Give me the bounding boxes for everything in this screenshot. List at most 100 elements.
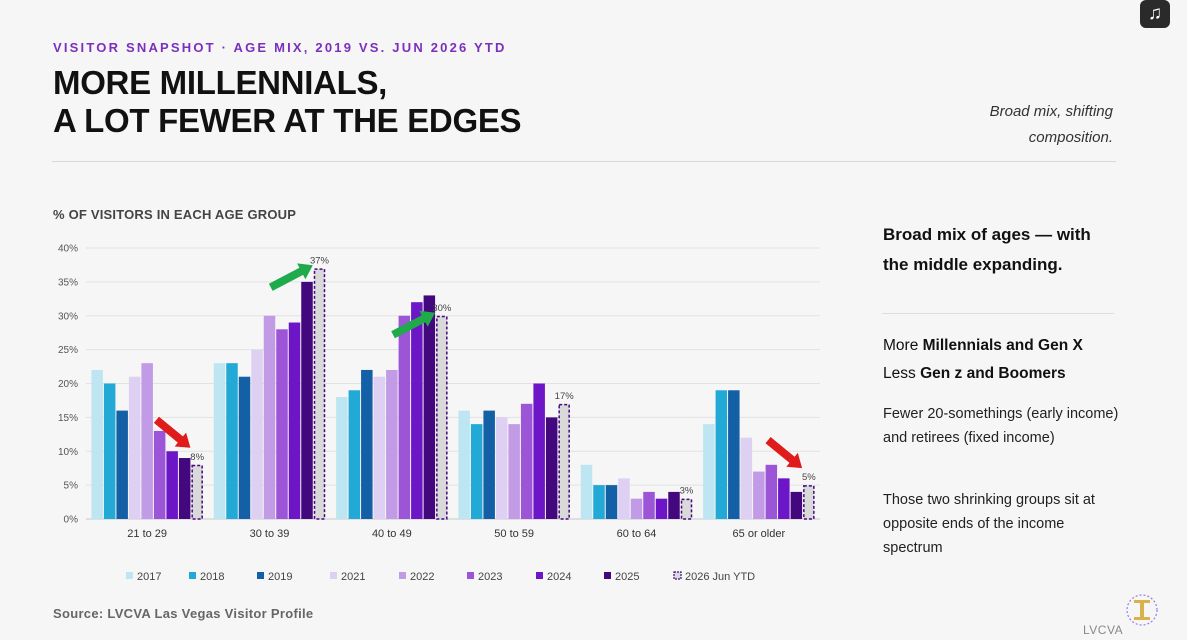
logo-text: LVCVA (1083, 623, 1124, 637)
x-tick-label: 40 to 49 (372, 528, 412, 540)
bar (508, 424, 520, 519)
y-tick-label: 15% (58, 413, 78, 424)
sidebar-paragraph-1: Fewer 20-somethings (early income) and r… (883, 402, 1153, 450)
bar (803, 485, 815, 520)
chart-title: % OF VISITORS IN EACH AGE GROUP (53, 207, 297, 222)
bar (226, 363, 238, 519)
bar (313, 268, 326, 520)
legend-swatch (257, 572, 264, 579)
less-line: Less Gen z and Boomers (883, 365, 1066, 383)
bar (668, 491, 680, 519)
data-label: 5% (802, 472, 816, 483)
bar (153, 430, 166, 519)
sidebar-headline-line-1: Broad mix of ages — with (883, 225, 1091, 244)
bar (630, 498, 643, 519)
para2-line-3: spectrum (883, 540, 943, 556)
kicker: VISITOR SNAPSHOT · AGE MIX, 2019 VS. JUN… (53, 40, 507, 55)
legend-label: 2023 (478, 571, 502, 583)
bar (618, 478, 630, 519)
bar (191, 464, 203, 520)
less-prefix: Less (883, 365, 921, 382)
legend-label: 2021 (341, 571, 365, 583)
less-bold: Gen z and Boomers (920, 365, 1066, 382)
bar (141, 363, 153, 519)
data-label: 37% (310, 255, 330, 266)
bar (483, 410, 495, 519)
legend-label: 2017 (137, 571, 161, 583)
legend-swatch (189, 572, 196, 579)
bar (301, 281, 313, 519)
lvcva-logo (1126, 594, 1158, 626)
bar (728, 390, 740, 519)
bar (558, 403, 570, 520)
legend-label: 2022 (410, 571, 434, 583)
bar (213, 363, 226, 519)
y-tick-label: 20% (58, 379, 78, 390)
x-tick-label: 21 to 29 (127, 528, 167, 540)
title-line-2: A LOT FEWER AT THE EDGES (53, 102, 522, 139)
bar (336, 397, 348, 519)
y-tick-label: 10% (58, 447, 78, 458)
bar (458, 410, 470, 519)
para2-line-2: opposite ends of the income (883, 516, 1065, 532)
bar (91, 369, 103, 519)
arrow-down-icon (765, 437, 803, 469)
arrow-down-icon (153, 416, 191, 448)
y-tick-label: 40% (58, 244, 78, 255)
x-tick-label: 60 to 64 (617, 528, 657, 540)
bar (238, 376, 251, 519)
bar (398, 315, 411, 519)
tagline-line-2: composition. (1028, 129, 1113, 146)
y-tick-label: 30% (58, 311, 78, 322)
bar (715, 390, 728, 519)
bar (533, 383, 545, 519)
bar (470, 424, 483, 519)
music-note-icon[interactable]: ♫ (1140, 0, 1170, 28)
bar (116, 410, 128, 519)
bar (436, 315, 448, 520)
bar (643, 491, 655, 519)
bar (520, 403, 533, 519)
data-label: 3% (680, 486, 694, 497)
legend-swatch (673, 571, 682, 580)
bar (655, 498, 668, 519)
legend-label: 2018 (200, 571, 224, 583)
bar (373, 376, 386, 519)
header-divider (52, 161, 1116, 162)
bar (495, 417, 508, 519)
more-prefix: More (883, 337, 923, 354)
bar (790, 491, 803, 519)
data-label: 8% (190, 452, 204, 463)
bar (753, 471, 765, 519)
more-line: More Millennials and Gen X (883, 337, 1083, 355)
bar (411, 302, 423, 519)
bar (361, 369, 373, 519)
y-tick-label: 5% (64, 481, 79, 492)
bar (178, 458, 191, 519)
legend-label: 2019 (268, 571, 292, 583)
bar (251, 349, 263, 519)
legend-swatch (536, 572, 543, 579)
y-tick-label: 35% (58, 277, 78, 288)
bar (593, 485, 605, 519)
bar (605, 485, 618, 519)
sidebar-headline-line-2: the middle expanding. (883, 255, 1063, 274)
sidebar-headline: Broad mix of ages — with the middle expa… (883, 220, 1143, 280)
legend-swatch (330, 572, 337, 579)
x-tick-label: 50 to 59 (494, 528, 534, 540)
bar (128, 376, 141, 519)
x-tick-label: 65 or older (733, 528, 786, 540)
para2-line-1: Those two shrinking groups sit at (883, 492, 1095, 508)
bar (288, 322, 301, 519)
bar (740, 437, 753, 519)
legend-swatch (126, 572, 133, 579)
legend-swatch (467, 572, 474, 579)
bar (703, 424, 715, 519)
sidebar-divider (882, 313, 1114, 314)
legend-swatch (399, 572, 406, 579)
legend-label: 2024 (547, 571, 571, 583)
para1-line-1: Fewer 20-somethings (early income) (883, 406, 1119, 422)
bar (263, 315, 276, 519)
tagline-line-1: Broad mix, shifting (989, 103, 1113, 120)
bar (765, 464, 778, 519)
